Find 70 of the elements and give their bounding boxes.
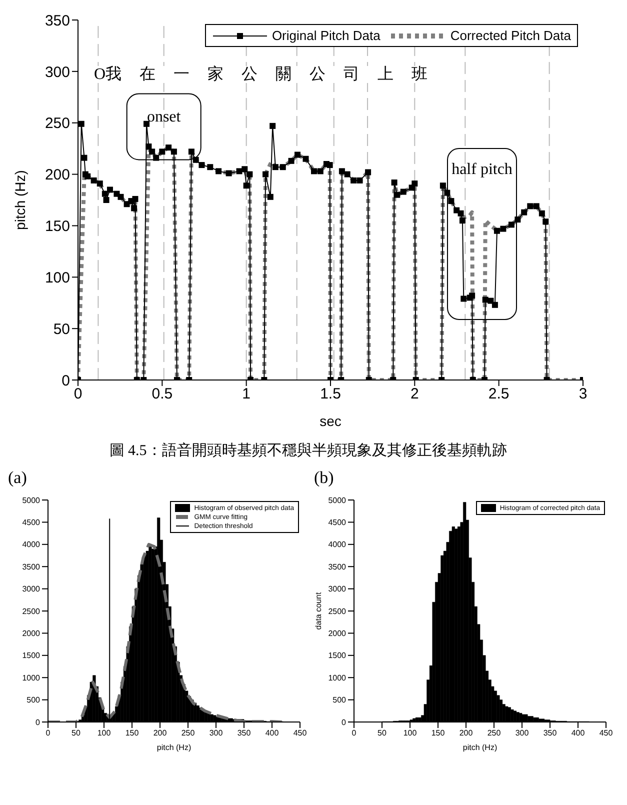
annotation: onset [146, 108, 182, 126]
y-tick-label: 2500 [22, 606, 41, 616]
x-tick-label: 2 [410, 386, 419, 403]
chart-title: (a) [8, 468, 28, 489]
y-tick-label: 4000 [22, 540, 41, 550]
y-tick-label: 4500 [22, 518, 41, 528]
y-tick-label: 350 [44, 12, 70, 30]
x-tick-label: 50 [378, 728, 387, 738]
annotation: O我 在 一 家 公 關 公 司 上 班 [94, 66, 428, 83]
y-tick-label: 1500 [328, 651, 347, 660]
y-tick-label: 1000 [22, 673, 41, 682]
y-tick-label: 0 [36, 718, 41, 727]
x-tick-label: 50 [72, 728, 81, 738]
x-tick-label: 400 [571, 728, 586, 738]
y-tick-label: 500 [26, 696, 41, 705]
x-tick-label: 200 [459, 728, 474, 738]
y-axis-title: pitch (Hz) [12, 170, 28, 230]
y-tick-label: 4000 [328, 540, 347, 550]
x-axis-title: pitch (Hz) [156, 743, 192, 752]
x-tick-label: 300 [209, 728, 224, 738]
rounded-outline: half pitch [447, 148, 517, 320]
y-tick-label: 5000 [22, 496, 41, 505]
x-tick-label: 2.5 [488, 386, 510, 403]
y-tick-label: 50 [53, 320, 70, 338]
y-tick-label: 300 [44, 64, 70, 81]
x-tick-label: 250 [181, 728, 196, 738]
y-tick-label: 3500 [22, 562, 41, 572]
x-tick-label: 150 [431, 728, 446, 738]
y-tick-label: 5000 [328, 496, 347, 505]
x-tick-label: 100 [97, 728, 112, 738]
x-tick-label: 0 [74, 386, 82, 403]
caption: 圖 4.5：語音開頭時基頻不穩與半頻現象及其修正後基頻軌跡 [108, 441, 508, 460]
x-tick-label: 250 [487, 728, 502, 738]
y-tick-label: 1000 [328, 673, 347, 682]
x-tick-label: 350 [237, 728, 252, 738]
x-axis-title: pitch (Hz) [462, 743, 498, 752]
y-tick-label: 200 [44, 166, 70, 184]
y-axis-title: data count [314, 592, 323, 630]
y-tick-label: 0 [342, 718, 347, 727]
y-tick-label: 3500 [328, 562, 347, 572]
y-tick-label: 500 [332, 696, 347, 705]
x-axis-title: sec [320, 413, 342, 429]
x-tick-label: 400 [265, 728, 280, 738]
x-tick-label: 450 [599, 728, 614, 738]
y-tick-label: 250 [44, 115, 70, 132]
y-tick-label: 3000 [328, 584, 347, 594]
x-tick-label: 1.5 [320, 386, 341, 403]
x-tick-label: 1 [242, 386, 251, 403]
legend-label: Original Pitch Data [272, 28, 380, 43]
legend-label: Corrected Pitch Data [450, 28, 571, 43]
x-tick-label: 0 [352, 728, 357, 738]
y-tick-label: 4500 [328, 518, 347, 528]
y-tick-label: 3000 [22, 584, 41, 594]
x-tick-label: 3 [578, 386, 588, 403]
annotation: half pitch [452, 161, 512, 178]
x-tick-label: 450 [293, 728, 308, 738]
y-tick-label: 0 [62, 372, 70, 390]
chart-title: (b) [314, 468, 335, 489]
y-tick-label: 100 [44, 269, 70, 286]
y-tick-label: 150 [44, 218, 70, 236]
x-tick-label: 0.5 [152, 386, 173, 403]
x-tick-label: 300 [515, 728, 530, 738]
x-tick-label: 150 [125, 728, 140, 738]
x-tick-label: 100 [403, 728, 418, 738]
y-tick-label: 2500 [328, 606, 347, 616]
x-tick-label: 350 [543, 728, 558, 738]
x-tick-label: 200 [153, 728, 168, 738]
y-tick-label: 2000 [328, 629, 347, 638]
y-tick-label: 1500 [22, 651, 41, 660]
y-tick-label: 2000 [22, 629, 41, 638]
